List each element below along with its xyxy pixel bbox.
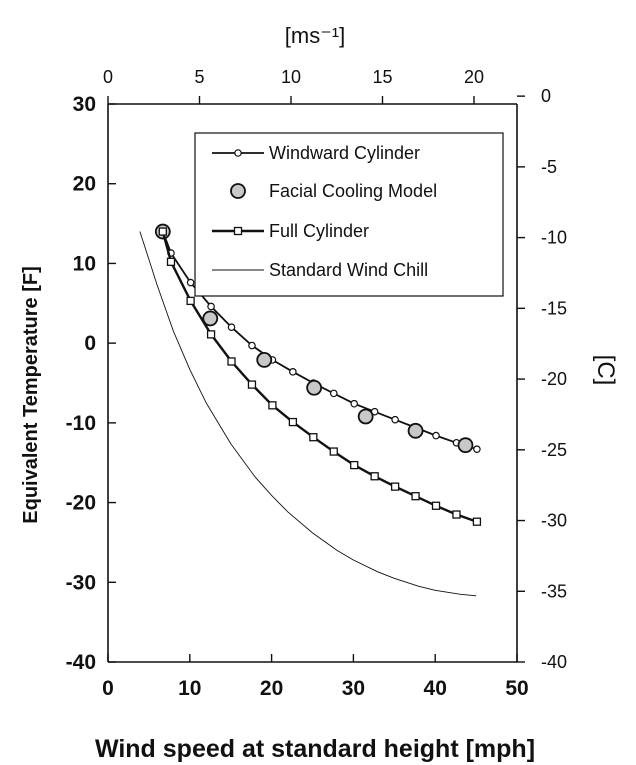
legend-entry: Standard Wind Chill: [212, 260, 428, 280]
legend-marker: [230, 183, 246, 199]
legend-entry: Windward Cylinder: [212, 143, 420, 163]
data-point-large-circle: [407, 422, 424, 439]
legend-label: Windward Cylinder: [269, 143, 420, 163]
data-point-small-circle: [248, 341, 256, 350]
right-tick-label: -25: [541, 440, 567, 460]
data-point-large-circle: [457, 437, 474, 454]
y-tick-label: -10: [66, 412, 96, 435]
data-point-square: [370, 472, 379, 481]
x-tick-label: 40: [424, 677, 447, 700]
x-tick-label: 20: [260, 677, 283, 700]
data-point-square: [390, 482, 400, 491]
data-point-square: [268, 401, 277, 410]
series-layer: [139, 223, 482, 597]
data-point-square: [186, 296, 195, 306]
x-tick-label: 0: [102, 677, 114, 700]
right-tick-label: -30: [541, 511, 567, 531]
data-point-small-circle: [329, 389, 338, 398]
data-point-small-circle: [473, 445, 481, 453]
top-axis-unit-label: [ms⁻¹]: [285, 23, 346, 48]
right-tick-label: -40: [541, 652, 567, 672]
y-axis-label: Equivalent Temperature [F]: [20, 266, 42, 523]
data-point-square: [350, 460, 359, 470]
top-tick-label: 10: [281, 67, 301, 87]
right-axis-unit-label: [C]: [592, 355, 619, 386]
data-point-square: [247, 380, 257, 389]
legend: Windward Cylinder Facial Cooling Model Ful…: [194, 132, 504, 297]
data-point-large-circle: [306, 379, 323, 396]
legend-label: Full Cylinder: [269, 221, 369, 241]
data-point-large-circle: [202, 310, 219, 327]
data-point-small-circle: [391, 415, 399, 424]
data-point-small-circle: [227, 323, 236, 332]
y-tick-label: 30: [73, 93, 96, 116]
y-tick-label: -20: [66, 492, 96, 515]
data-point-square: [158, 227, 167, 236]
data-point-square: [166, 257, 176, 266]
legend-marker: [234, 149, 242, 157]
right-tick-label: -15: [541, 298, 567, 318]
data-point-small-circle: [207, 302, 215, 311]
legend-entry: Facial Cooling Model: [230, 181, 437, 201]
right-tick-label: -35: [541, 581, 567, 601]
series-standard-wind-chill: [139, 231, 477, 597]
data-point-square: [472, 517, 482, 526]
data-point-square: [288, 417, 298, 427]
top-tick-label: 20: [464, 67, 484, 87]
legend-label: Facial Cooling Model: [269, 181, 437, 201]
top-tick-label: 5: [194, 67, 204, 87]
data-point-square: [452, 510, 461, 519]
top-tick-label: 15: [372, 67, 392, 87]
y-tick-label: 0: [84, 332, 96, 355]
legend-box: [194, 132, 504, 297]
legend-label: Standard Wind Chill: [269, 260, 428, 280]
data-point-small-circle: [350, 399, 359, 408]
data-point-square: [411, 492, 420, 501]
data-point-small-circle: [432, 431, 440, 440]
x-tick-label: 10: [178, 677, 201, 700]
series-full-cylinder: [158, 227, 482, 526]
top-tick-label: 0: [103, 67, 113, 87]
right-tick-label: -5: [541, 157, 557, 177]
data-point-square: [431, 501, 441, 510]
axes-group: 0 10 20 30 40 50 -40 -30 -20 -10 0 10 20 30 0 5 10 15 20 -4…: [66, 67, 567, 700]
series-facial-cooling-model: [154, 223, 474, 454]
data-point-large-circle: [357, 408, 374, 425]
series-line: [139, 231, 477, 597]
data-point-square: [227, 357, 236, 366]
right-tick-label: -20: [541, 369, 567, 389]
data-point-square: [329, 447, 338, 456]
data-point-small-circle: [289, 368, 297, 376]
legend-entry: Full Cylinder: [212, 221, 369, 241]
y-tick-label: -30: [66, 571, 96, 594]
data-point-square: [309, 433, 318, 442]
x-tick-label: 50: [505, 677, 528, 700]
y-tick-label: 20: [73, 173, 96, 196]
right-tick-label: -10: [541, 228, 567, 248]
x-tick-label: 30: [342, 677, 365, 700]
data-point-square: [206, 330, 216, 339]
right-tick-label: 0: [541, 86, 551, 106]
x-axis-label: Wind speed at standard height [mph]: [95, 735, 535, 763]
data-point-large-circle: [256, 351, 273, 368]
y-tick-label: 10: [73, 252, 96, 275]
data-point-small-circle: [186, 278, 195, 287]
legend-marker: [233, 226, 243, 236]
y-tick-label: -40: [66, 651, 96, 674]
